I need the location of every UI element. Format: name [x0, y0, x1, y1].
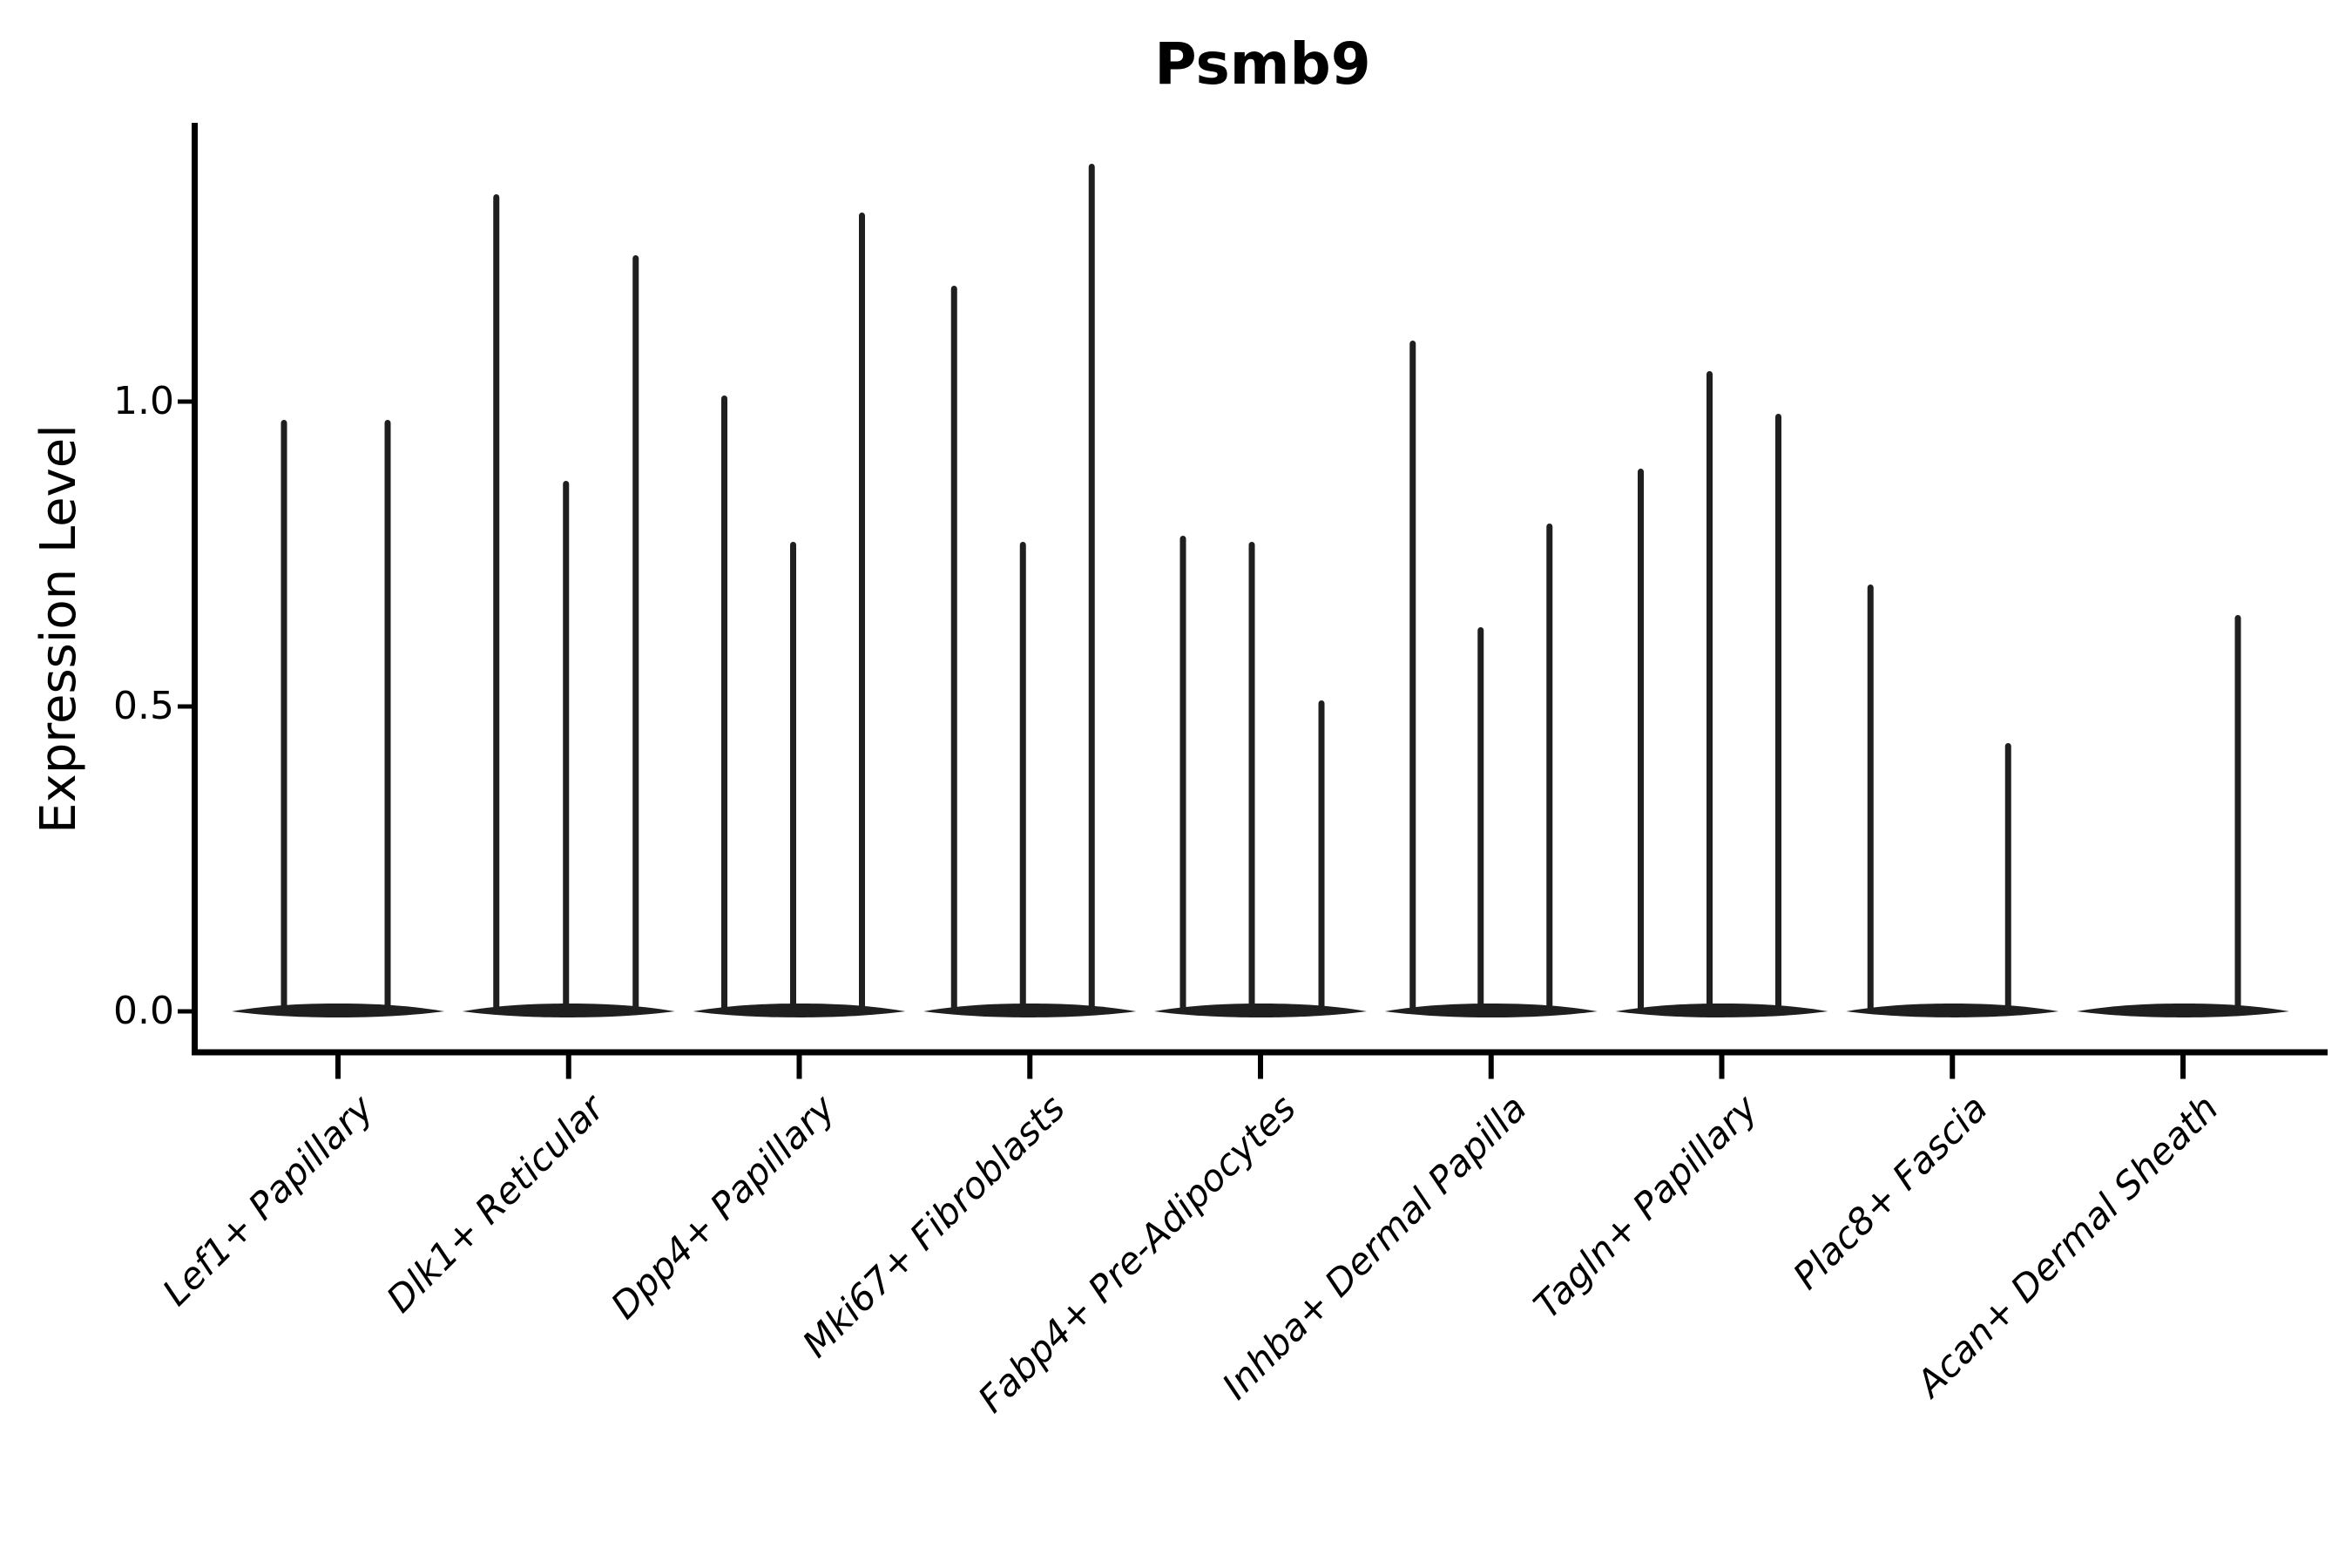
violin-spike	[1775, 414, 1781, 1011]
violin-spike	[1546, 524, 1553, 1011]
chart-title: Psmb9	[1154, 30, 1371, 98]
y-tick-label: 0.5	[113, 684, 174, 728]
x-tick-mark	[1488, 1055, 1494, 1079]
y-tick-mark	[178, 399, 192, 404]
violin-spike	[1638, 469, 1644, 1011]
violin-base	[232, 1004, 444, 1017]
y-tick-mark	[178, 704, 192, 709]
violin-spike	[1867, 585, 1874, 1011]
x-tick-mark	[2180, 1055, 2186, 1079]
violin-spike	[1477, 627, 1484, 1011]
y-tick-mark	[178, 1009, 192, 1014]
violin-base	[1615, 1004, 1828, 1017]
x-tick-mark	[1027, 1055, 1033, 1079]
violin-base	[1384, 1004, 1598, 1017]
violin-spike	[859, 213, 865, 1011]
violin-spike	[790, 542, 796, 1011]
x-tick-mark	[565, 1055, 571, 1079]
x-tick-mark	[1258, 1055, 1263, 1079]
violin-spike	[2004, 743, 2011, 1011]
violin-spike	[1318, 700, 1325, 1011]
x-tick-mark	[796, 1055, 802, 1079]
violin-spike	[1248, 542, 1255, 1011]
x-tick-mark	[1719, 1055, 1725, 1079]
violin-spike	[1019, 542, 1026, 1011]
y-axis-spine	[192, 123, 198, 1056]
violin-spike	[1409, 341, 1416, 1011]
violin-base	[1846, 1004, 2059, 1017]
x-tick-mark	[1950, 1055, 1956, 1079]
violin-spike	[721, 395, 727, 1011]
violin-spike	[2234, 615, 2241, 1011]
violin-spike	[563, 481, 570, 1011]
violin-spike	[1088, 164, 1095, 1011]
y-tick-label: 0.0	[113, 989, 174, 1033]
violin-base	[693, 1004, 906, 1017]
violin-spike	[384, 420, 391, 1011]
violin-base	[1154, 1004, 1367, 1017]
violin-base	[2077, 1004, 2289, 1017]
violin-spike	[632, 255, 639, 1011]
violin-spike	[1179, 536, 1186, 1011]
violin-spike	[280, 420, 287, 1011]
violin-spike	[950, 286, 957, 1011]
x-tick-mark	[335, 1055, 341, 1079]
y-tick-label: 1.0	[113, 379, 174, 423]
violin-base	[923, 1004, 1137, 1017]
violin-spike	[1707, 371, 1713, 1011]
violin-spike	[493, 194, 500, 1011]
x-axis-spine	[192, 1049, 2328, 1056]
violin-base	[462, 1004, 675, 1017]
